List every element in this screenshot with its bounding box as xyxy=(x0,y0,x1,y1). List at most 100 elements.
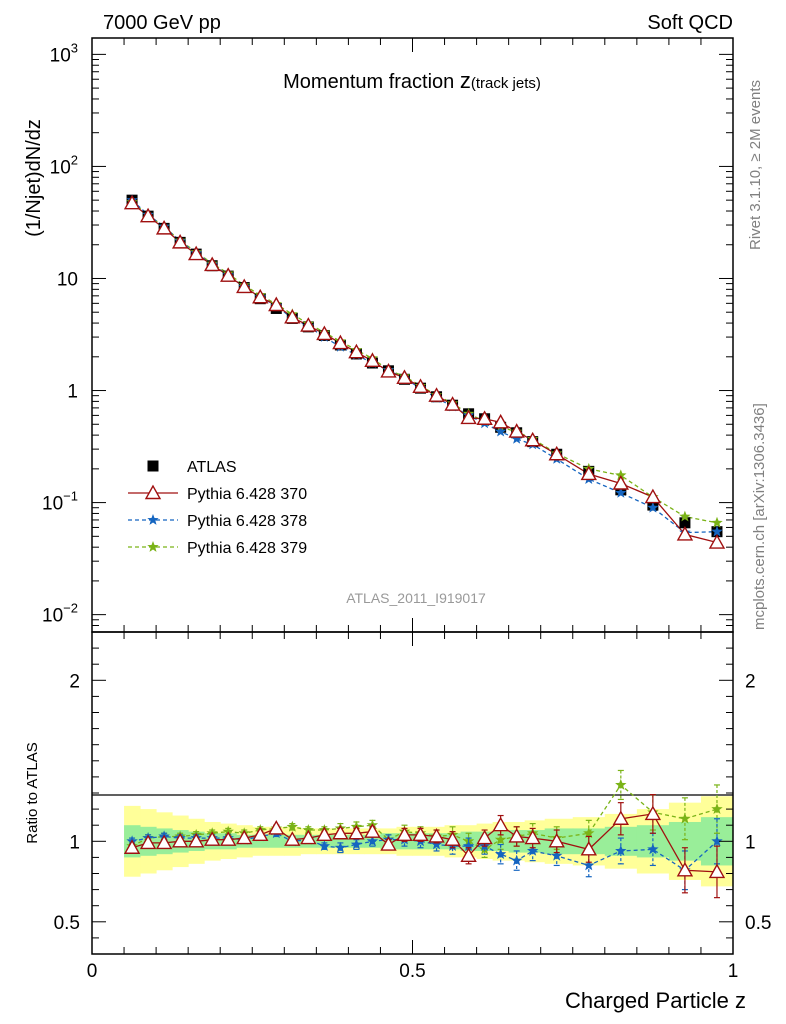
ratio-point-series-0 xyxy=(332,824,349,840)
ratio-point-series-1 xyxy=(511,854,523,866)
main-point-series-1 xyxy=(476,410,493,425)
ratio-frame xyxy=(91,631,734,955)
main-ytick-label: 10 xyxy=(57,269,78,290)
main-point-series-1 xyxy=(187,245,205,261)
mcplots-label: mcplots.cern.ch [arXiv:1306.3436] xyxy=(751,403,768,630)
main-ytick-exp: −1 xyxy=(63,489,78,504)
ratio-point-series-0 xyxy=(476,829,493,845)
main-ytick-base: 10 xyxy=(50,45,71,66)
ratio-point-series-0 xyxy=(580,840,597,856)
main-point-series-1 xyxy=(492,413,509,429)
main-point-series-1 xyxy=(284,308,301,324)
ratio-point-series-0 xyxy=(268,819,285,835)
main-point-series-1 xyxy=(428,387,445,402)
main-ytick-base: 1 xyxy=(67,382,78,403)
ratio-point-series-2 xyxy=(615,778,627,790)
ratio-point-series-0 xyxy=(123,839,141,854)
ratio-point-series-0 xyxy=(348,824,365,840)
ratio-point-series-0 xyxy=(171,832,189,848)
main-title-z: z xyxy=(460,68,471,93)
main-point-series-1 xyxy=(460,409,477,425)
rivet-label: Rivet 3.1.10, ≥ 2M events xyxy=(747,80,764,250)
ratio-point-series-0 xyxy=(316,826,333,842)
ratio-point-series-1 xyxy=(366,835,379,847)
main-title: Momentum fraction z(track jets) xyxy=(283,68,541,93)
ratio-point-series-2 xyxy=(711,803,723,814)
ratio-ytick-label-left: 1 xyxy=(69,832,80,853)
ratio-point-series-0 xyxy=(508,828,525,843)
ratio-point-series-0 xyxy=(236,829,253,845)
ratio-point-series-2 xyxy=(583,827,595,839)
main-ytick-base: 10 xyxy=(42,494,63,515)
main-ytick-label: 10−2 xyxy=(42,601,78,627)
legend-marker xyxy=(147,514,159,525)
ratio-point-series-1 xyxy=(334,841,347,853)
legend-label: ATLAS xyxy=(187,459,237,476)
ratio-point-series-1 xyxy=(350,838,363,850)
main-point-series-2 xyxy=(615,486,627,498)
ratio-point-series-0 xyxy=(412,826,429,842)
main-point-series-1 xyxy=(123,194,141,210)
ratio-point-series-0 xyxy=(492,816,509,832)
main-point-series-3 xyxy=(679,510,691,522)
legend: ATLAS Pythia 6.428 370 Pythia 6.428 378 Pyt… xyxy=(128,459,307,557)
main-point-series-2 xyxy=(511,432,523,444)
main-point-series-1 xyxy=(268,296,285,312)
ratio-point-series-1 xyxy=(527,845,539,856)
ratio-point-series-0 xyxy=(203,831,221,846)
main-point-series-1 xyxy=(380,363,397,378)
ratio-point-series-2 xyxy=(302,824,314,835)
ratio-point-series-0 xyxy=(187,832,205,848)
main-point-series-1 xyxy=(708,534,726,549)
main-ytick-label: 1 xyxy=(67,382,78,403)
main-point-series-1 xyxy=(444,396,461,411)
ratio-point-series-1 xyxy=(494,848,507,859)
main-point-series-1 xyxy=(644,488,662,504)
ratio-point-series-0 xyxy=(252,826,269,842)
main-point-series-3 xyxy=(615,469,627,481)
main-point-series-1 xyxy=(348,343,365,359)
main-point-series-1 xyxy=(612,475,630,490)
legend-marker xyxy=(147,460,159,472)
legend-marker xyxy=(144,484,162,500)
main-ytick-exp: −2 xyxy=(63,601,78,616)
main-point-series-2 xyxy=(494,425,507,437)
main-ytick-base: 10 xyxy=(57,269,78,290)
ratio-panel: 0.5 0.5 1 1 2 2 0 0.5 1 Ratio to ATLAS Charged P… xyxy=(24,631,771,1013)
main-point-series-1 xyxy=(508,423,525,438)
ratio-point-series-0 xyxy=(644,805,662,821)
main-ylabel: (1/Njet)dN/dz xyxy=(23,119,45,237)
x-tick-label: 1 xyxy=(728,961,739,982)
ratio-point-series-0 xyxy=(460,847,477,862)
ratio-point-series-1 xyxy=(430,838,443,850)
ratio-series-layer xyxy=(123,769,726,899)
ratio-point-series-0 xyxy=(220,831,237,846)
ratio-ylabel: Ratio to ATLAS xyxy=(24,742,41,843)
main-series-layer xyxy=(123,194,726,549)
main-point-series-1 xyxy=(316,325,333,341)
ratio-point-series-0 xyxy=(708,863,726,879)
ratio-point-series-1 xyxy=(462,840,475,851)
main-point-series-1 xyxy=(364,352,381,368)
x-tick-label: 0.5 xyxy=(399,961,425,982)
ratio-point-series-0 xyxy=(676,861,694,877)
ratio-point-series-0 xyxy=(428,828,445,843)
main-point-series-1 xyxy=(332,334,349,350)
main-point-series-1 xyxy=(676,525,694,541)
ratio-point-series-0 xyxy=(364,823,381,838)
ratio-point-series-0 xyxy=(284,831,301,846)
ratio-point-series-0 xyxy=(524,829,541,845)
main-ytick-exp: 2 xyxy=(71,152,78,167)
main-line-series-2 xyxy=(131,199,718,534)
main-point-series-1 xyxy=(412,378,429,393)
energy-label: 7000 GeV pp xyxy=(103,12,221,34)
main-title-text: Momentum fraction xyxy=(283,71,460,93)
main-ytick-label: 103 xyxy=(50,40,78,66)
ratio-point-series-1 xyxy=(551,849,563,861)
main-point-series-1 xyxy=(155,219,173,235)
main-point-series-1 xyxy=(524,431,541,447)
ratio-point-series-1 xyxy=(615,845,627,856)
ratio-point-series-0 xyxy=(380,836,397,851)
x-axis-label: Charged Particle z xyxy=(565,988,746,1013)
